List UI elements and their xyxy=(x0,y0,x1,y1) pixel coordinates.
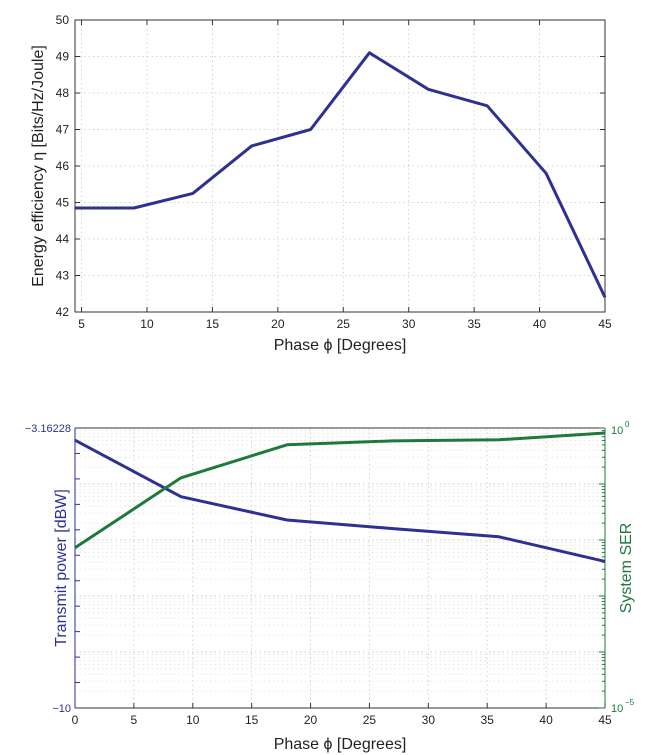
y-axis-label: Energy efficiency η [Bits/Hz/Joule] xyxy=(30,45,47,287)
x-axis-label: Phase ϕ [Degrees] xyxy=(274,337,407,354)
x-tick-label: 0 xyxy=(72,713,79,727)
x-tick-label: 40 xyxy=(539,713,553,727)
x-tick-label: 30 xyxy=(422,713,436,727)
grid xyxy=(75,20,605,312)
x-tick-label: 35 xyxy=(467,317,481,331)
y-tick-label: 49 xyxy=(56,50,70,64)
x-tick-label: 45 xyxy=(598,317,612,331)
chart-energy-efficiency: 5 10 15 20 25 30 35 40 45 42 43 44 45 46 47 48 49 50 Phase… xyxy=(30,13,612,354)
x-tick-label: 30 xyxy=(402,317,416,331)
x-tick-label: 25 xyxy=(363,713,377,727)
x-tick-label: 45 xyxy=(598,713,612,727)
y-tick-label: 44 xyxy=(56,232,70,246)
y-tick-label-right-top-exp: 0 xyxy=(625,420,630,429)
x-tick-label: 25 xyxy=(337,317,351,331)
y-tick-label: 42 xyxy=(56,305,70,319)
transmit-power-line xyxy=(74,438,606,563)
series-line xyxy=(75,51,607,299)
x-tick-label: 20 xyxy=(304,713,318,727)
y-tick-label-right-bottom-base: 10 xyxy=(611,703,623,715)
x-tick-label: 15 xyxy=(245,713,259,727)
y-tick-label-right-top-base: 10 xyxy=(611,425,623,437)
y-tick-label-left-top: −3.16228 xyxy=(25,423,71,435)
grid xyxy=(75,428,605,708)
y-tick-label-right-bottom-exp: −5 xyxy=(625,698,635,707)
x-tick-label: 35 xyxy=(481,713,495,727)
y-tick-label: 45 xyxy=(56,196,70,210)
x-tick-label: 5 xyxy=(131,713,138,727)
y-axis-label-left: Transmit power [dBW] xyxy=(53,489,70,647)
y-tick-label-left-bottom: −10 xyxy=(52,703,71,715)
chart-transmit-power-ser: 0 5 10 15 20 25 30 35 40 45−3.16228−1010010−5Phas… xyxy=(25,420,635,753)
y-tick-label: 47 xyxy=(56,123,70,137)
y-tick-label: 43 xyxy=(56,269,70,283)
y-tick-label: 50 xyxy=(56,13,70,27)
x-tick-label: 10 xyxy=(140,317,154,331)
y-tick-label: 46 xyxy=(56,159,70,173)
x-tick-label: 40 xyxy=(533,317,547,331)
y-tick-label: 48 xyxy=(56,86,70,100)
system-ser-line xyxy=(74,431,606,550)
y-axis-label-right: System SER xyxy=(618,523,635,614)
x-tick-label: 5 xyxy=(78,317,85,331)
x-tick-label: 15 xyxy=(206,317,220,331)
x-tick-label: 10 xyxy=(186,713,200,727)
x-tick-label: 20 xyxy=(271,317,285,331)
x-axis-label: Phase ϕ [Degrees] xyxy=(274,736,407,753)
